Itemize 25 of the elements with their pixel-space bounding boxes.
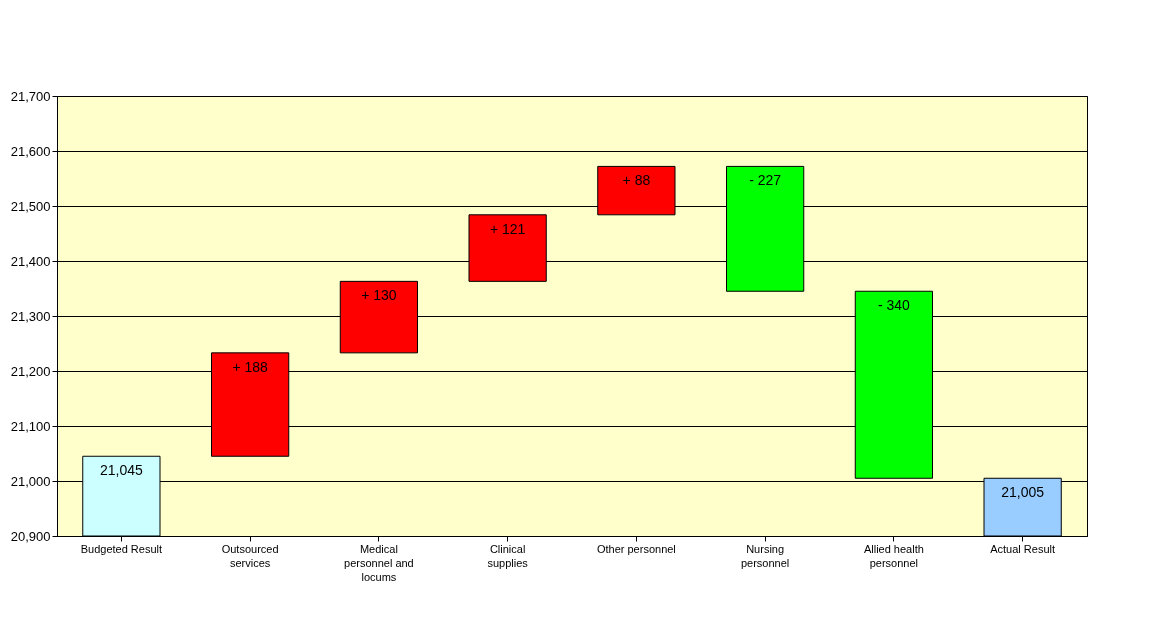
y-tick-label: 21,200 (10, 363, 51, 379)
x-tick-label: Other personnel (596, 542, 676, 555)
x-tick-label: Outsourced services (221, 542, 279, 569)
y-tick-label: 21,100 (10, 418, 51, 434)
y-tick-label: 21,500 (10, 198, 51, 214)
y-tick-label: 20,900 (10, 528, 51, 544)
y-tick-label: 21,000 (10, 473, 51, 489)
y-tick-label: 21,400 (10, 253, 51, 269)
x-tick-label: Actual Result (990, 542, 1056, 555)
data-label: - 227 (749, 172, 782, 189)
data-label: + 121 (489, 220, 526, 237)
data-label: + 88 (622, 172, 651, 189)
data-label: + 130 (361, 287, 397, 304)
x-tick-label: Allied health personnel (863, 542, 924, 569)
x-tick-label: Nursing personnel (740, 542, 790, 569)
x-tick-label: Budgeted Result (80, 542, 163, 555)
y-tick-label: 21,600 (10, 143, 51, 159)
data-label: 21,005 (1001, 484, 1045, 501)
x-tick-label: Medical personnel and locums (344, 542, 414, 583)
x-tick-label: Clinical supplies (487, 542, 529, 569)
data-label: - 340 (877, 297, 911, 314)
y-tick-label: 21,300 (10, 308, 51, 324)
y-tick-label: 21,700 (10, 88, 51, 104)
data-label: + 188 (232, 358, 269, 375)
data-label: 21,045 (99, 462, 143, 479)
